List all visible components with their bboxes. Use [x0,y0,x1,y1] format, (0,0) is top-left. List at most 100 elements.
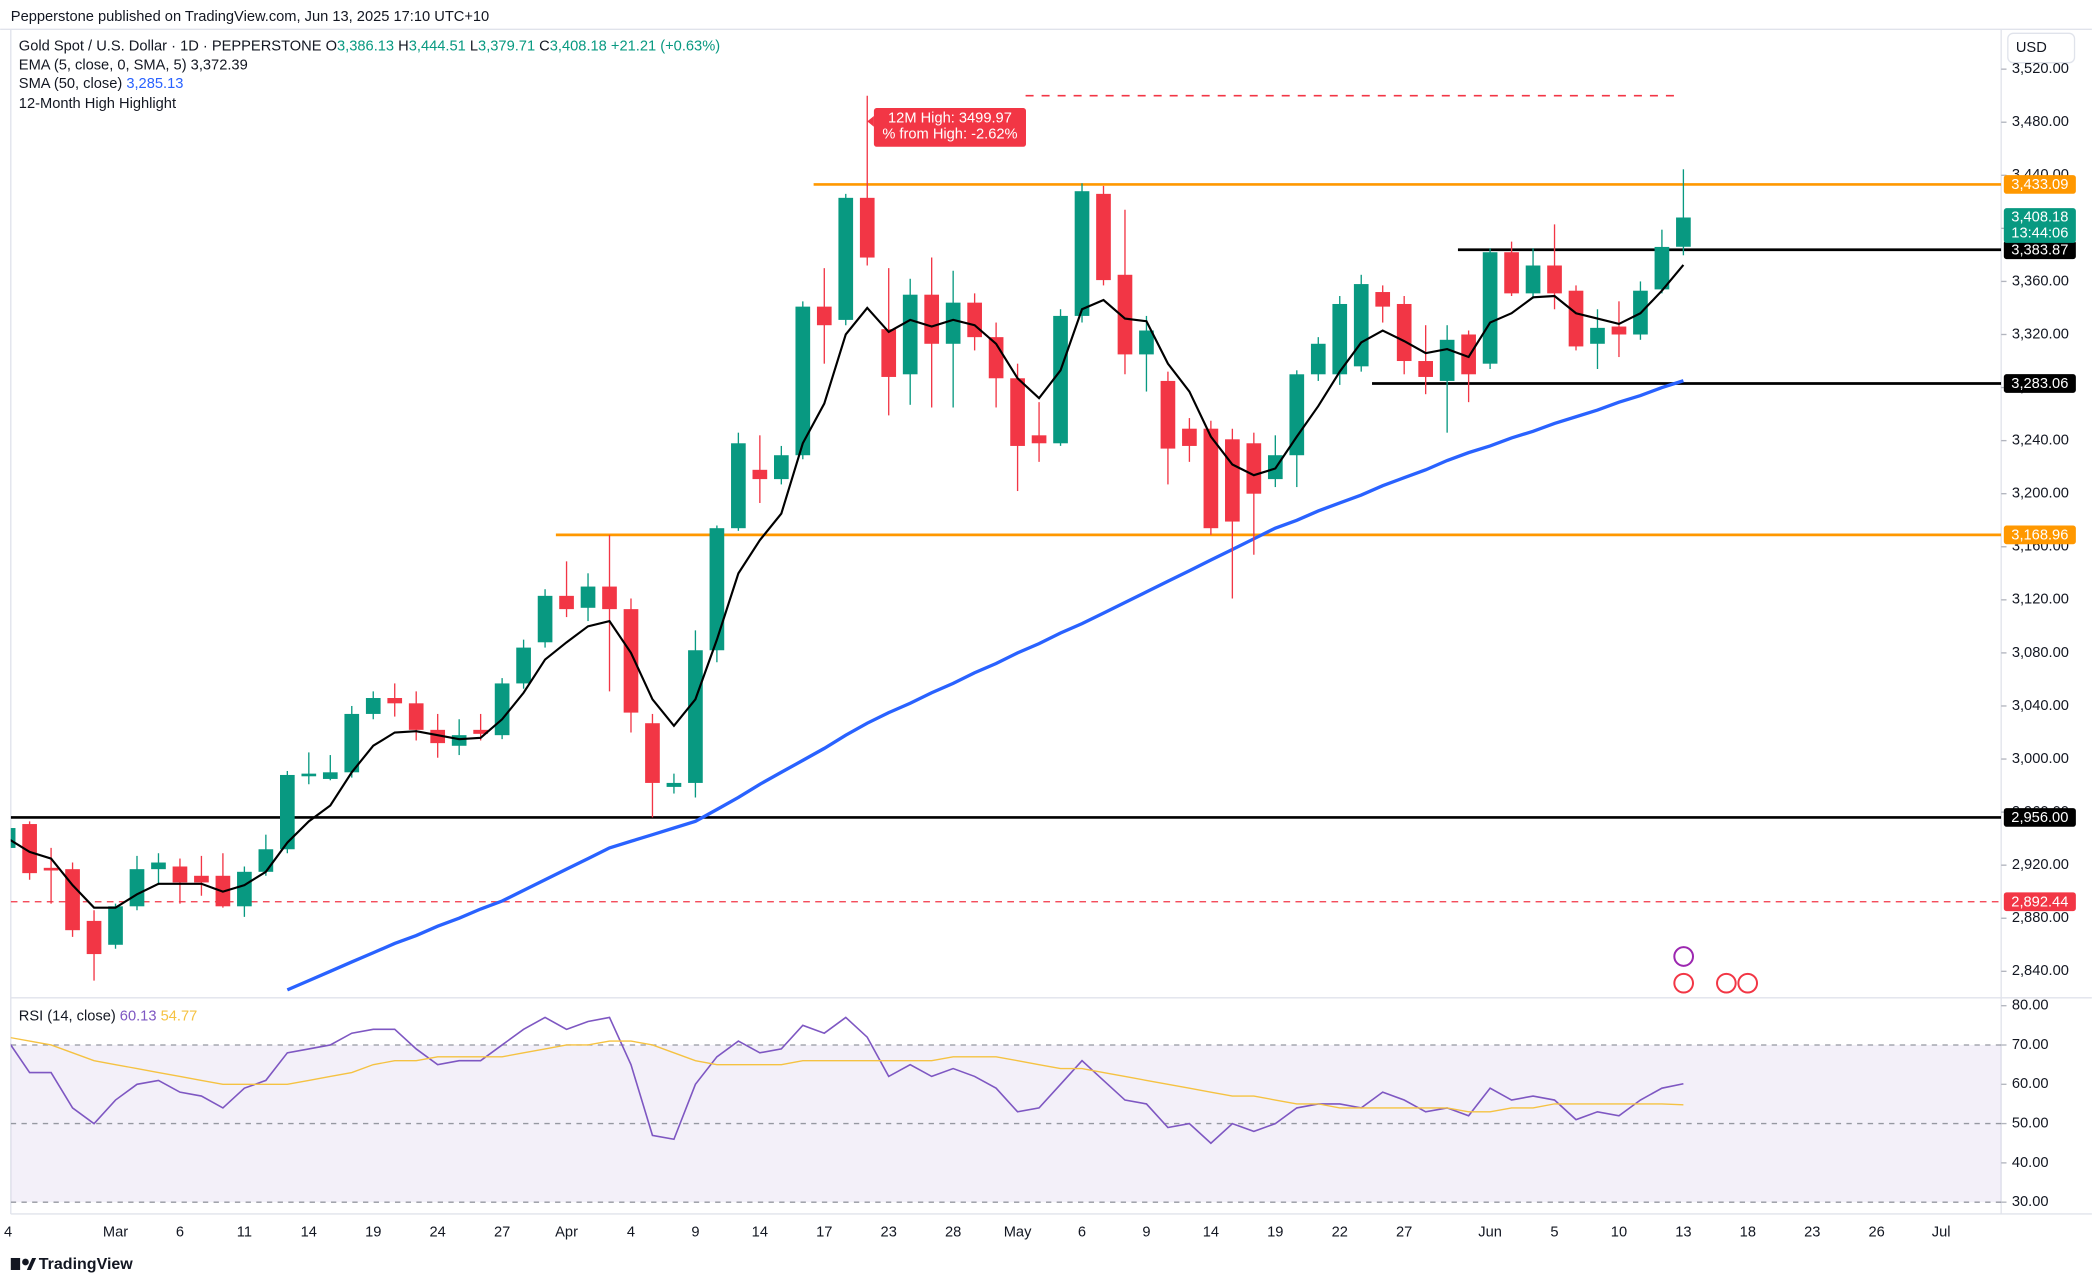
x-tick-label: 19 [1267,1225,1283,1241]
y-tick-label: 50.00 [2012,1115,2049,1131]
candle-body [537,595,553,643]
candle-body [1160,380,1176,449]
candle-body [194,875,209,883]
legend-value: 54.77 [161,1008,198,1024]
candle-body [280,774,295,850]
x-tick-label: 11 [237,1225,252,1241]
event-icon[interactable] [1673,946,1695,967]
rsi-pane [10,1016,2002,1203]
logo-mark [22,1258,29,1266]
candle-body [408,703,424,730]
candle-body [1203,428,1219,529]
x-tick-label: 18 [1740,1225,1756,1241]
y-tick-label: 3,360.00 [2012,273,2069,289]
candle-body [473,729,488,734]
candle-body [731,443,746,529]
candle-body [1654,246,1670,290]
candle-body [795,306,811,456]
x-tick-label: 9 [691,1225,699,1241]
event-icon[interactable] [1716,972,1737,994]
candle-body [580,586,596,608]
y-tick-label: 2,880.00 [2012,910,2069,926]
candle-body [1504,252,1519,294]
x-tick-label: Jun [1478,1225,1502,1241]
candle-body [881,329,897,377]
candle-body [645,723,660,783]
last-price-label: 3,408.18 [2011,209,2068,225]
price-label-bg [2003,374,2076,393]
event-icon[interactable] [1673,972,1695,994]
main-pane [10,94,2002,992]
x-tick-label: 23 [881,1225,897,1241]
event-icon[interactable] [1737,972,1759,994]
candle-body [1289,374,1305,456]
x-tick-label: Apr [555,1225,578,1241]
y-tick-label: 3,480.00 [2012,114,2069,130]
candle-body [1611,326,1627,335]
candle-body [1590,327,1605,344]
candle-body [365,698,381,714]
currency-button[interactable] [2007,32,2076,64]
x-tick-label: 10 [1611,1225,1627,1241]
candle-body [301,773,317,777]
price-label-bg [2003,892,2076,912]
x-tick-label: 9 [1142,1225,1150,1241]
candle-body [43,867,59,871]
candle-body [1439,339,1455,381]
candle-body [838,197,854,320]
legend-value: 60.13 [120,1008,157,1024]
candle-body [1096,193,1111,281]
x-tick-label: 4 [4,1225,12,1241]
x-tick-label: Jul [1932,1225,1951,1241]
x-tick-label: 14 [752,1225,768,1241]
candle-body [1246,443,1262,494]
y-tick-label: 40.00 [2012,1155,2049,1171]
sma-legend: SMA (50, close) 3,285.13 [19,76,184,92]
legend-name: SMA (50, close) [19,76,122,92]
x-tick-label: 5 [1550,1225,1558,1241]
candle-body [688,650,703,783]
candle-body [1139,330,1154,355]
indicator-line [286,379,1684,992]
x-tick-label: Mar [103,1225,128,1241]
x-tick-label: 26 [1869,1225,1885,1241]
candle-body [816,306,832,326]
candle-body [494,683,510,736]
candle-body [559,595,574,610]
x-tick-label: 19 [365,1225,381,1241]
readout-key: H [398,39,409,55]
candle-body [1074,191,1090,316]
event-icons [1673,946,1759,994]
y-tick-label: 3,000.00 [2012,751,2069,767]
ema-legend: EMA (5, close, 0, SMA, 5) 3,372.39 [19,57,248,73]
x-tick-label: 6 [1078,1225,1086,1241]
candle-body [1010,378,1025,446]
legend-name: EMA (5, close, 0, SMA, 5) [19,57,187,73]
price-label: 2,892.44 [2011,894,2068,910]
currency[interactable]: USD [2016,40,2047,56]
readout-key: C [539,39,550,55]
y-tick-label: 2,840.00 [2012,963,2069,979]
candle-body [1332,303,1348,375]
candle-body [129,869,145,907]
candle-body [451,735,467,746]
readout-value: 3,444.51 [409,39,466,55]
footer-brand: TradingView [39,1256,134,1273]
candle-body [1182,428,1197,446]
y-tick-label: 30.00 [2012,1194,2049,1210]
readout-value: 3,379.71 [478,39,535,55]
price-label: 3,383.87 [2011,242,2068,258]
logo-mark [10,1257,21,1270]
price-label-bg [2003,808,2076,827]
y-tick-label: 80.00 [2012,998,2049,1014]
x-tick-label: 14 [1203,1225,1219,1241]
annotation-pointer [867,116,874,127]
y-tick-label: 70.00 [2012,1037,2049,1053]
candle-body [1031,435,1047,444]
candle-body [752,469,768,480]
indicator-note: 12-Month High Highlight [19,96,176,112]
x-tick-label: 14 [301,1225,317,1241]
candle-body [1310,343,1326,375]
